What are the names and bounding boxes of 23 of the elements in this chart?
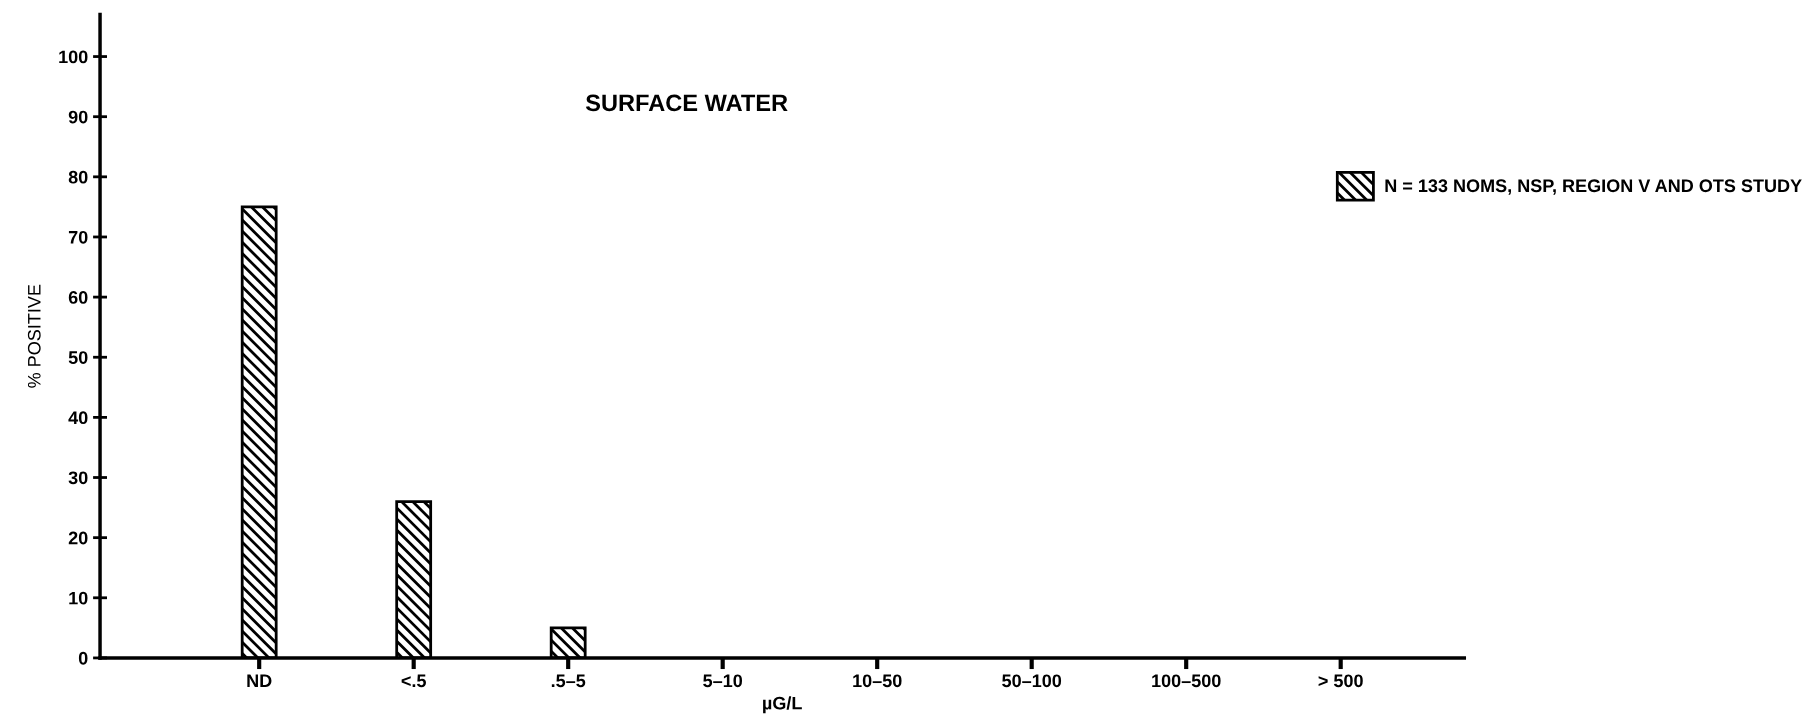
- y-tick-label: 80: [68, 170, 88, 184]
- x-tick-label: 50–100: [1002, 674, 1062, 688]
- y-tick-label: 70: [68, 230, 88, 244]
- x-tick-label: 10–50: [853, 674, 902, 688]
- x-tick-label: 100–500: [1152, 674, 1221, 688]
- x-tick-label: ND: [247, 674, 272, 687]
- x-tick-label: .5–5: [551, 674, 586, 688]
- y-tick-label: 90: [68, 110, 88, 124]
- x-tick-label: <.5: [401, 674, 426, 688]
- y-axis-title: % POSITIVE: [27, 284, 41, 388]
- y-tick-label: 10: [69, 591, 88, 605]
- y-tick-label: 60: [68, 291, 88, 304]
- y-tick-label: 40: [68, 411, 88, 425]
- y-tick-label: 0: [78, 651, 88, 665]
- x-tick-label: 5–10: [703, 674, 743, 688]
- x-tick-label: > 500: [1318, 674, 1363, 688]
- y-tick-label: 20: [68, 531, 88, 545]
- y-tick-label: 100: [59, 50, 88, 64]
- y-tick-label: 50: [68, 351, 88, 364]
- y-tick-label: 30: [68, 471, 88, 485]
- text: SURFACE WATER: [585, 94, 788, 112]
- legend-label: N = 133 NOMS, NSP, REGION V AND OTS STUDY: [1385, 179, 1802, 195]
- x-axis-title: µG/L: [763, 696, 802, 714]
